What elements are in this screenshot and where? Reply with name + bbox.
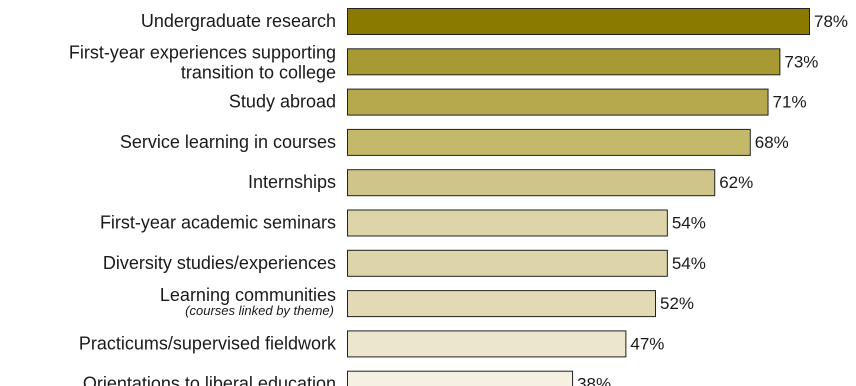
bar [347,249,668,277]
bar [347,48,781,76]
category-label: Diversity studies/experiences [103,253,336,273]
category-label: Service learning in courses [120,132,336,152]
value-label: 68% [755,133,789,152]
bar [347,169,716,197]
category-label: Orientations to liberal education [83,374,336,386]
value-label: 52% [660,294,694,313]
bar-row: 71% Study abroad [229,88,807,116]
bar-row: 52% Learning communities(courses linked b… [160,285,694,318]
category-sublabel: (courses linked by theme) [185,303,334,318]
value-label: 54% [672,254,706,273]
bar [347,209,668,237]
bar-row: 54% First-year academic seminars [100,209,706,237]
value-label: 54% [672,214,706,233]
value-label: 38% [577,375,611,386]
bar [347,370,574,386]
category-label: Undergraduate research [141,11,336,31]
bar [347,128,751,156]
category-label: First-year academic seminars [100,213,336,233]
bar [347,8,810,35]
bar [347,88,769,116]
bar-row: 68% Service learning in courses [120,128,789,156]
bar-row: 73% First-year experiences supportingtran… [69,42,819,82]
bar-row: 78% Undergraduate research [141,8,848,35]
value-label: 71% [773,93,807,112]
category-label: Learning communities [160,285,336,305]
bar-row: 47% Practicums/supervised fieldwork [79,330,664,358]
bar [347,330,627,358]
value-label: 73% [784,52,818,71]
value-label: 47% [630,334,664,353]
value-label: 62% [719,173,753,192]
category-label: transition to college [181,62,336,82]
category-label: Practicums/supervised fieldwork [79,333,337,353]
bar-row: 38% Orientations to liberal education [83,370,611,386]
category-label: Internships [248,172,336,192]
category-label: Study abroad [229,92,336,112]
bar-row: 62% Internships [248,169,753,197]
category-label: First-year experiences supporting [69,42,336,62]
bar [347,290,656,318]
value-label: 78% [814,12,848,31]
bar-row: 54% Diversity studies/experiences [103,249,706,277]
